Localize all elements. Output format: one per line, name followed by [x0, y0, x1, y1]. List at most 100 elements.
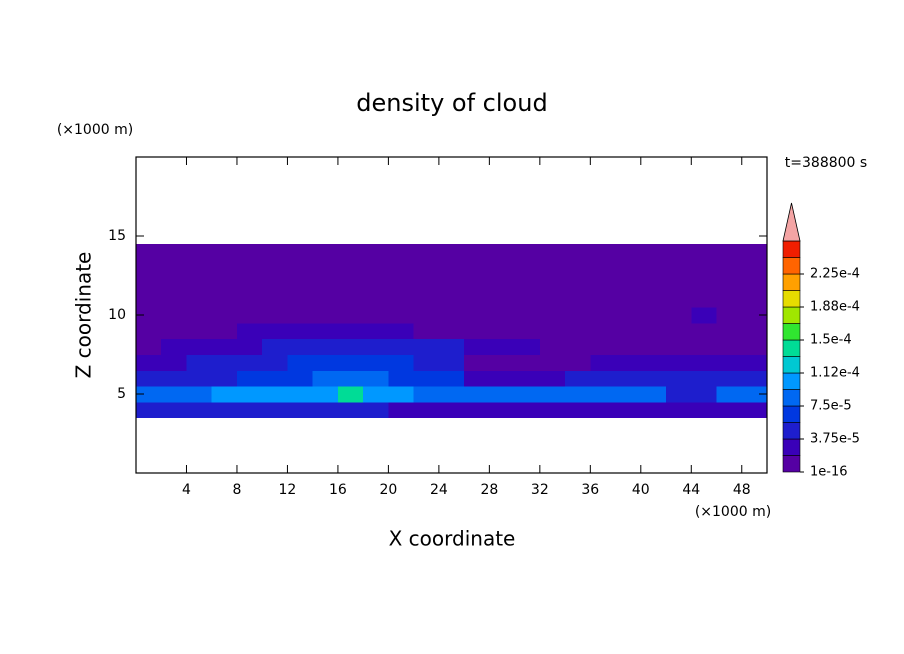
contour-cell	[666, 370, 692, 387]
contour-cell	[136, 338, 162, 355]
contour-cell	[312, 322, 339, 340]
contour-cell	[489, 401, 516, 419]
contour-cell	[161, 291, 187, 308]
contour-cell	[186, 275, 213, 292]
contour-cell	[741, 401, 768, 419]
contour-cell	[262, 370, 288, 387]
colorbar-label: 3.75e-5	[810, 432, 860, 447]
contour-cell	[438, 386, 465, 403]
contour-cell	[565, 275, 591, 292]
contour-cell	[363, 243, 389, 261]
contour-cell	[211, 322, 238, 340]
contour-cell	[413, 307, 440, 324]
contour-cell	[590, 370, 617, 387]
contour-cell	[186, 386, 213, 403]
contour-cell	[590, 259, 617, 276]
contour-cell	[691, 322, 718, 340]
contour-cell	[590, 354, 617, 371]
contour-cell	[262, 401, 288, 419]
contour-cell	[312, 291, 339, 308]
contour-cell	[716, 354, 743, 371]
contour-cell	[262, 243, 288, 261]
contour-cell	[615, 354, 642, 371]
contour-cell	[312, 354, 339, 371]
contour-cell	[464, 370, 490, 387]
colorbar-band	[782, 257, 801, 275]
contour-cell	[590, 338, 617, 355]
contour-cell	[565, 322, 591, 340]
contour-cell	[640, 291, 667, 308]
contour-cell	[514, 322, 541, 340]
contour-field	[136, 243, 768, 419]
contour-cell	[615, 322, 642, 340]
contour-cell	[136, 322, 162, 340]
contour-cell	[161, 386, 187, 403]
contour-cell	[716, 259, 743, 276]
contour-cell	[666, 338, 692, 355]
contour-cell	[186, 291, 213, 308]
contour-cell	[262, 338, 288, 355]
contour-cell	[464, 275, 490, 292]
contour-cell	[287, 354, 314, 371]
contour-cell	[413, 338, 440, 355]
contour-cell	[741, 275, 768, 292]
contour-cell	[388, 307, 415, 324]
contour-cell	[413, 401, 440, 419]
contour-cell	[464, 243, 490, 261]
contour-cell	[615, 259, 642, 276]
contour-cell	[464, 259, 490, 276]
contour-cell	[363, 370, 389, 387]
contour-cell	[236, 275, 263, 292]
x-tick-label: 12	[279, 482, 297, 498]
contour-cell	[413, 354, 440, 371]
contour-cell	[287, 322, 314, 340]
contour-cell	[666, 243, 692, 261]
contour-cell	[161, 354, 187, 371]
contour-cell	[337, 386, 364, 403]
contour-cell	[615, 275, 642, 292]
contour-cell	[236, 354, 263, 371]
contour-cell	[186, 307, 213, 324]
contour-cell	[590, 307, 617, 324]
contour-cell	[312, 370, 339, 387]
contour-cell	[464, 291, 490, 308]
contour-cell	[514, 354, 541, 371]
y-tick-label: 5	[117, 386, 126, 402]
contour-cell	[438, 322, 465, 340]
contour-cell	[489, 243, 516, 261]
contour-cell	[565, 291, 591, 308]
contour-cell	[640, 322, 667, 340]
colorbar-label: 1e-16	[810, 465, 848, 480]
contour-cell	[640, 307, 667, 324]
contour-cell	[262, 307, 288, 324]
contour-cell	[539, 338, 566, 355]
contour-cell	[565, 386, 591, 403]
x-tick-label: 28	[480, 482, 498, 498]
time-annotation: t=388800 s	[785, 155, 867, 171]
colorbar-band	[782, 356, 801, 374]
contour-cell	[161, 275, 187, 292]
contour-cell	[363, 259, 389, 276]
contour-cell	[388, 322, 415, 340]
contour-cell	[236, 401, 263, 419]
contour-cell	[211, 370, 238, 387]
contour-cell	[464, 338, 490, 355]
x-tick-label: 48	[733, 482, 751, 498]
contour-cell	[514, 401, 541, 419]
contour-cell	[337, 243, 364, 261]
contour-cell	[590, 275, 617, 292]
contour-cell	[741, 243, 768, 261]
contour-cell	[565, 338, 591, 355]
contour-cell	[413, 291, 440, 308]
contour-cell	[565, 243, 591, 261]
contour-cell	[161, 307, 187, 324]
contour-cell	[287, 275, 314, 292]
contour-cell	[741, 354, 768, 371]
contour-cell	[489, 338, 516, 355]
contour-cell	[287, 307, 314, 324]
y-axis-label: Z coordinate	[72, 252, 96, 379]
contour-cell	[337, 307, 364, 324]
contour-cell	[211, 291, 238, 308]
colorbar-label: 1.88e-4	[810, 300, 860, 315]
contour-cell	[236, 259, 263, 276]
